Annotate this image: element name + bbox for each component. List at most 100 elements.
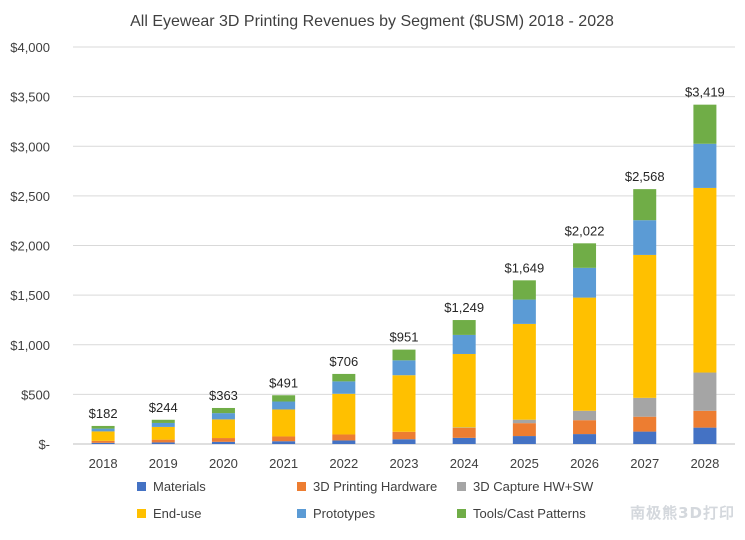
y-tick-label: $500 [21,387,50,402]
bar-segment [212,438,235,442]
y-tick-label: $3,000 [10,139,50,154]
bar-segment [573,420,596,434]
bar-segment [693,373,716,411]
y-tick-label: $4,000 [10,40,50,55]
legend-label: Prototypes [313,506,376,521]
bar-segment [633,417,656,432]
bar-segment [633,189,656,220]
y-tick-label: $- [38,437,50,452]
bar-segment [332,434,355,440]
legend-swatch [297,482,306,491]
bar-segment [693,188,716,373]
bar-segment [633,255,656,398]
bar-segment [212,413,235,419]
legend-label: End-use [153,506,201,521]
bar-segment [152,440,175,443]
total-label: $2,022 [565,223,605,238]
legend-swatch [297,509,306,518]
bar-segment [573,298,596,411]
x-axis-ticks: 2018 2019 2020 2021 2022 2023 2024 2025 2026 2027… [89,456,720,471]
legend-label: 3D Printing Hardware [313,479,437,494]
bar-segment [272,436,295,441]
total-label: $182 [89,406,118,421]
bar-segment [332,374,355,381]
legend-swatch [137,482,146,491]
bar-segment [513,420,536,423]
y-axis-ticks: $-$500$1,000$1,500$2,000$2,500$3,000$3,5… [10,40,50,452]
y-tick-label: $2,000 [10,239,50,254]
x-tick-label: 2027 [630,456,659,471]
bar-segment [513,280,536,299]
legend-swatch [457,482,466,491]
x-tick-label: 2020 [209,456,238,471]
bar-segment [152,427,175,440]
bar-segment [693,105,716,144]
total-label: $3,419 [685,85,725,100]
y-tick-label: $1,000 [10,338,50,353]
bar-segment [332,394,355,435]
bar-segment [212,442,235,444]
x-tick-label: 2018 [89,456,118,471]
x-tick-label: 2021 [269,456,298,471]
bar-segment [393,350,416,361]
bar-segment [573,268,596,298]
bar-segment [633,220,656,255]
bar-segment [92,431,115,440]
bar-segment [152,442,175,444]
x-tick-label: 2028 [690,456,719,471]
total-label: $1,649 [504,260,544,275]
bar-segment [92,429,115,432]
bar-segment [513,324,536,420]
bar-segment [513,300,536,324]
total-label: $363 [209,388,238,403]
x-tick-label: 2023 [390,456,419,471]
watermark: 南极熊3D打印 [630,502,735,523]
bar-segment [693,428,716,444]
x-tick-label: 2019 [149,456,178,471]
legend-label: Materials [153,479,206,494]
total-label: $951 [390,330,419,345]
bar-segment [92,426,115,429]
bar-segment [573,243,596,268]
bar-segment [272,409,295,436]
bar-segment [393,360,416,375]
bar-segment [573,411,596,420]
total-label: $2,568 [625,169,665,184]
bar-segment [633,432,656,444]
bar-segment [453,428,476,438]
x-tick-label: 2025 [510,456,539,471]
bar-segment [513,436,536,444]
bar-segment [92,443,115,444]
bar-segment [152,423,175,427]
bar-segment [453,354,476,427]
bar-segment [693,144,716,188]
total-label: $706 [329,354,358,369]
bar-segment [573,434,596,444]
bar-segment [272,441,295,444]
bar-segment [212,408,235,413]
bar-segment [212,419,235,438]
bar-segment [272,402,295,410]
bars [92,105,717,444]
bar-segment [633,398,656,417]
bar-segment [152,420,175,423]
x-tick-label: 2026 [570,456,599,471]
x-tick-label: 2024 [450,456,479,471]
bar-segment [513,423,536,436]
y-tick-label: $2,500 [10,189,50,204]
legend-label: Tools/Cast Patterns [473,506,586,521]
total-label: $244 [149,400,178,415]
bar-segment [693,411,716,428]
total-label: $1,249 [444,300,484,315]
bar-segment [453,320,476,335]
legend-swatch [457,509,466,518]
bar-segment [453,335,476,354]
x-tick-label: 2022 [329,456,358,471]
bar-segment [393,375,416,432]
chart-title: All Eyewear 3D Printing Revenues by Segm… [130,13,614,30]
total-label: $491 [269,375,298,390]
legend-swatch [137,509,146,518]
